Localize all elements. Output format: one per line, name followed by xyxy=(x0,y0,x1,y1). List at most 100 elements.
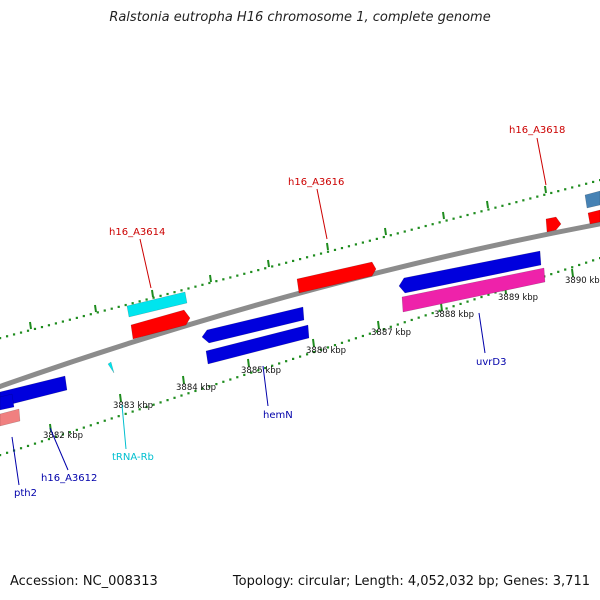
cds-plus-feature[interactable] xyxy=(545,216,562,233)
bottom-scale-dot xyxy=(278,362,281,365)
bottom-scale-dot xyxy=(452,305,455,308)
top-scale-dot xyxy=(494,206,497,209)
gene-label-h16_a3612[interactable]: h16_A3612 xyxy=(41,473,97,484)
gene-label-leader xyxy=(316,188,328,240)
gene-label-leader xyxy=(49,427,69,471)
cds-salmon-feature[interactable] xyxy=(0,408,21,427)
cds-plus-feature[interactable] xyxy=(296,261,377,294)
bottom-scale-dot xyxy=(117,415,120,418)
bottom-scale-dot xyxy=(26,444,30,448)
bottom-major-tick xyxy=(571,268,574,278)
top-scale-dot xyxy=(208,281,211,285)
bottom-scale-dot xyxy=(208,385,211,388)
top-scale-dot xyxy=(578,184,581,187)
bottom-scale-dot xyxy=(550,273,553,276)
top-scale-dot xyxy=(550,191,553,195)
top-scale-dot xyxy=(501,204,504,207)
bottom-major-tick xyxy=(440,302,443,312)
bottom-scale-dot xyxy=(264,366,267,370)
bottom-scale-dot xyxy=(417,316,420,319)
bottom-scale-dot xyxy=(222,380,225,383)
cds-minus-feature[interactable] xyxy=(0,375,68,408)
bottom-scale-dot xyxy=(480,295,483,299)
top-scale-dot xyxy=(480,210,483,213)
cds-pink-feature[interactable] xyxy=(401,267,546,313)
top-scale-dot xyxy=(82,314,85,318)
trna-marker-feature[interactable] xyxy=(107,361,115,374)
bottom-scale-dot xyxy=(354,337,358,340)
bottom-scale-dot xyxy=(5,451,9,454)
bottom-scale-dot xyxy=(152,403,155,406)
top-scale-dot xyxy=(12,333,16,336)
cds-steelblue-feature[interactable] xyxy=(584,190,600,209)
top-scale-dot xyxy=(361,241,364,244)
bottom-major-tick xyxy=(119,393,122,403)
bottom-scale-dot xyxy=(89,424,92,427)
top-scale-dot xyxy=(26,329,30,332)
gene-label-h16_a3618[interactable]: h16_A3618 xyxy=(509,125,565,136)
map-title: Ralstonia eutropha H16 chromosome 1, com… xyxy=(109,10,491,25)
accession-text: Accession: NC_008313 xyxy=(10,574,158,589)
bottom-scale-dot xyxy=(180,394,183,397)
bottom-scale-dot xyxy=(557,270,560,273)
top-scale-dot xyxy=(278,263,281,266)
top-scale-dot xyxy=(543,193,546,196)
bottom-scale-dot xyxy=(487,293,490,296)
bottom-scale-dot xyxy=(138,408,141,411)
top-scale-dot xyxy=(19,331,23,334)
top-scale-dot xyxy=(396,232,399,235)
trna-gene-feature[interactable] xyxy=(126,291,188,318)
top-scale-dot xyxy=(271,265,274,268)
gene-label-hemn[interactable]: hemN xyxy=(263,410,293,421)
top-scale-dot xyxy=(159,294,162,297)
bottom-scale-dot xyxy=(54,435,58,438)
cds-plus-feature[interactable] xyxy=(587,209,600,225)
cds-plus-feature[interactable] xyxy=(130,309,191,340)
top-scale-dot xyxy=(75,316,78,319)
bottom-scale-dot xyxy=(145,405,148,409)
bottom-scale-dot xyxy=(438,309,441,312)
cds-minus-feature[interactable] xyxy=(205,324,310,365)
top-scale-dot xyxy=(452,217,455,220)
top-scale-dot xyxy=(131,302,134,305)
top-scale-dot xyxy=(40,325,44,329)
scale-tick-label: 3890 kbp xyxy=(565,276,600,286)
bottom-scale-dot xyxy=(305,353,309,356)
cds-minus-feature[interactable] xyxy=(0,393,15,411)
bottom-scale-dot xyxy=(194,389,197,393)
bottom-scale-dot xyxy=(347,339,351,342)
gene-label-pth2[interactable]: pth2 xyxy=(14,488,37,499)
top-major-tick xyxy=(544,185,547,194)
gene-label-uvrd3[interactable]: uvrD3 xyxy=(476,357,506,368)
gene-label-h16_a3616[interactable]: h16_A3616 xyxy=(288,177,344,188)
cds-minus-feature[interactable] xyxy=(201,306,305,344)
bottom-scale-dot xyxy=(382,328,385,331)
gene-label-h16_a3614[interactable]: h16_A3614 xyxy=(109,227,165,238)
cds-minus-feature[interactable] xyxy=(398,250,542,294)
bottom-scale-dot xyxy=(292,357,295,360)
top-scale-dot xyxy=(410,228,413,231)
top-scale-dot xyxy=(529,197,532,200)
bottom-scale-dot xyxy=(68,431,71,434)
top-major-tick xyxy=(486,200,489,209)
scale-tick-label: 3888 kbp xyxy=(434,310,474,320)
bottom-scale-dot xyxy=(375,330,378,333)
top-scale-dot xyxy=(194,285,197,288)
bottom-scale-dot xyxy=(103,419,106,422)
top-major-tick xyxy=(442,211,445,220)
top-scale-dot xyxy=(375,237,378,240)
bottom-scale-dot xyxy=(47,437,51,441)
top-scale-dot xyxy=(110,307,113,310)
top-scale-dot xyxy=(564,188,567,191)
bottom-scale-dot xyxy=(564,268,567,271)
top-scale-dot xyxy=(145,298,148,301)
top-major-tick xyxy=(209,274,212,283)
bottom-scale-dot xyxy=(124,412,127,415)
top-scale-dot xyxy=(236,274,239,277)
top-scale-dot xyxy=(33,327,37,331)
bottom-scale-dot xyxy=(578,263,581,267)
top-scale-dot xyxy=(222,278,225,281)
gene-label-trna-rb[interactable]: tRNA-Rb xyxy=(112,452,154,463)
top-scale-dot xyxy=(326,250,330,253)
